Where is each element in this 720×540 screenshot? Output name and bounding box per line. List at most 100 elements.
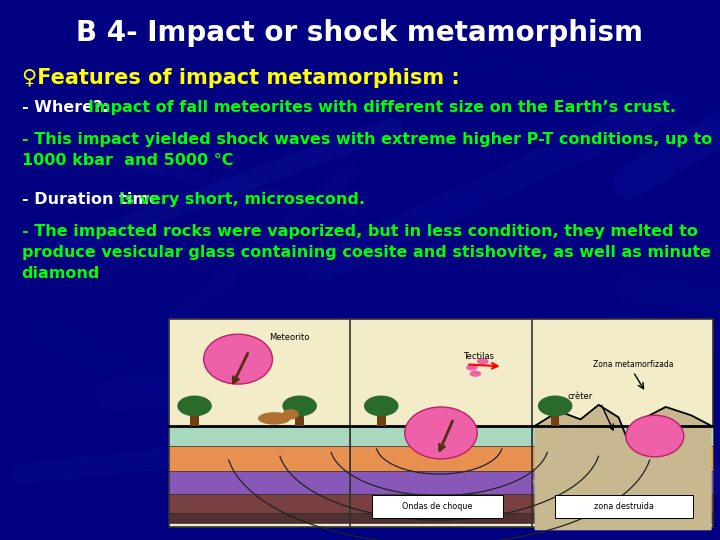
Ellipse shape xyxy=(670,444,678,449)
Ellipse shape xyxy=(538,395,572,416)
Ellipse shape xyxy=(589,422,597,427)
Ellipse shape xyxy=(554,441,562,446)
Ellipse shape xyxy=(639,481,642,483)
Ellipse shape xyxy=(626,415,684,457)
Ellipse shape xyxy=(282,395,317,416)
Ellipse shape xyxy=(562,478,567,482)
Ellipse shape xyxy=(667,456,674,461)
Ellipse shape xyxy=(636,448,643,453)
Text: Zona metamorfizada: Zona metamorfizada xyxy=(593,361,674,369)
Ellipse shape xyxy=(554,427,558,429)
Ellipse shape xyxy=(569,452,575,456)
Ellipse shape xyxy=(649,458,654,461)
Ellipse shape xyxy=(548,422,556,428)
Ellipse shape xyxy=(646,479,651,483)
Ellipse shape xyxy=(642,450,649,455)
Ellipse shape xyxy=(600,484,606,488)
Bar xyxy=(531,426,713,447)
Ellipse shape xyxy=(564,457,567,459)
Ellipse shape xyxy=(615,428,622,434)
Ellipse shape xyxy=(697,438,706,444)
Bar xyxy=(169,471,351,494)
Ellipse shape xyxy=(671,468,676,471)
Ellipse shape xyxy=(611,470,616,473)
Ellipse shape xyxy=(678,447,683,450)
Ellipse shape xyxy=(600,423,607,427)
Ellipse shape xyxy=(693,427,698,430)
Ellipse shape xyxy=(582,449,586,451)
Bar xyxy=(169,513,351,523)
Ellipse shape xyxy=(605,472,611,476)
Ellipse shape xyxy=(575,478,580,482)
Ellipse shape xyxy=(660,445,666,449)
Bar xyxy=(551,412,559,426)
Ellipse shape xyxy=(590,449,593,450)
Ellipse shape xyxy=(629,461,631,462)
Text: - The impacted rocks were vaporized, but in less condition, they melted to
produ: - The impacted rocks were vaporized, but… xyxy=(22,224,711,281)
Ellipse shape xyxy=(633,430,636,432)
Ellipse shape xyxy=(579,478,582,480)
Ellipse shape xyxy=(539,427,542,429)
Ellipse shape xyxy=(469,370,481,377)
Ellipse shape xyxy=(601,443,609,448)
Ellipse shape xyxy=(643,457,651,463)
Ellipse shape xyxy=(688,444,695,449)
Ellipse shape xyxy=(645,445,647,447)
Ellipse shape xyxy=(673,478,676,480)
Ellipse shape xyxy=(642,440,649,444)
Ellipse shape xyxy=(552,451,557,455)
Ellipse shape xyxy=(585,463,590,466)
Ellipse shape xyxy=(611,454,619,459)
Bar xyxy=(351,426,531,447)
Ellipse shape xyxy=(688,473,690,475)
Ellipse shape xyxy=(177,395,212,416)
Ellipse shape xyxy=(671,481,673,483)
Bar xyxy=(351,471,531,494)
Bar xyxy=(531,471,713,494)
Text: B 4- Impact or shock metamorphism: B 4- Impact or shock metamorphism xyxy=(76,19,644,47)
Bar xyxy=(295,412,304,426)
Bar xyxy=(531,447,713,471)
Ellipse shape xyxy=(664,456,668,459)
Ellipse shape xyxy=(661,457,669,462)
Ellipse shape xyxy=(539,469,544,472)
Ellipse shape xyxy=(585,427,593,431)
Ellipse shape xyxy=(551,426,555,429)
Ellipse shape xyxy=(608,461,614,465)
Text: - Duration time: - Duration time xyxy=(22,192,165,207)
Ellipse shape xyxy=(575,426,579,428)
Text: - Where?:: - Where?: xyxy=(22,100,114,115)
Ellipse shape xyxy=(282,409,299,420)
Ellipse shape xyxy=(558,455,561,457)
Ellipse shape xyxy=(570,463,574,466)
Ellipse shape xyxy=(677,446,680,448)
Text: Ondas de choque: Ondas de choque xyxy=(402,502,472,511)
Ellipse shape xyxy=(564,460,572,464)
Ellipse shape xyxy=(600,434,603,436)
Ellipse shape xyxy=(540,477,542,478)
Text: is very short, microsecond.: is very short, microsecond. xyxy=(119,192,365,207)
Bar xyxy=(169,426,351,447)
Bar xyxy=(351,447,531,471)
Bar xyxy=(531,513,713,523)
Ellipse shape xyxy=(661,473,670,478)
Ellipse shape xyxy=(595,438,600,442)
Ellipse shape xyxy=(574,426,577,428)
Ellipse shape xyxy=(683,478,689,482)
Ellipse shape xyxy=(466,364,477,370)
Bar xyxy=(531,494,713,513)
FancyBboxPatch shape xyxy=(555,495,693,518)
Ellipse shape xyxy=(631,443,634,444)
Ellipse shape xyxy=(551,481,554,482)
Ellipse shape xyxy=(653,439,656,441)
Ellipse shape xyxy=(544,422,552,427)
Ellipse shape xyxy=(549,443,552,445)
Ellipse shape xyxy=(364,395,398,416)
Ellipse shape xyxy=(531,480,539,484)
Ellipse shape xyxy=(672,426,681,432)
Ellipse shape xyxy=(660,440,665,443)
Ellipse shape xyxy=(655,437,658,439)
Text: Impact of fall meteorites with different size on the Earth’s crust.: Impact of fall meteorites with different… xyxy=(88,100,676,115)
Ellipse shape xyxy=(649,465,656,471)
Bar xyxy=(169,494,351,513)
